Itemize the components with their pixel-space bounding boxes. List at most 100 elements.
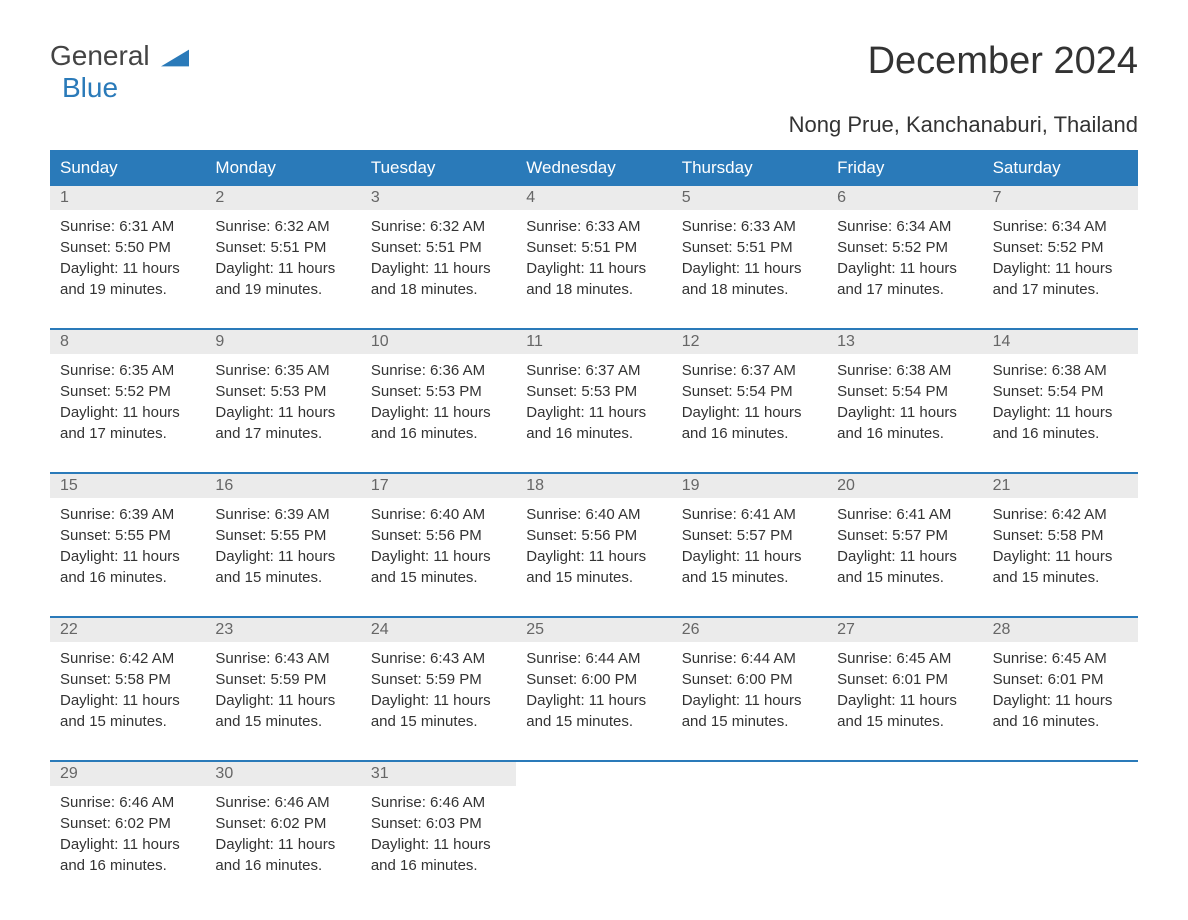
day-sunrise: Sunrise: 6:43 AM bbox=[371, 648, 506, 669]
day-number: 13 bbox=[827, 330, 982, 354]
day-sunset: Sunset: 5:57 PM bbox=[837, 525, 972, 546]
day-sunrise: Sunrise: 6:34 AM bbox=[993, 216, 1128, 237]
day-content: Sunrise: 6:33 AMSunset: 5:51 PMDaylight:… bbox=[516, 210, 671, 304]
day-cell: 20Sunrise: 6:41 AMSunset: 5:57 PMDayligh… bbox=[827, 474, 982, 592]
day-daylight2: and 17 minutes. bbox=[215, 423, 350, 444]
day-daylight1: Daylight: 11 hours bbox=[371, 258, 506, 279]
day-cell: 13Sunrise: 6:38 AMSunset: 5:54 PMDayligh… bbox=[827, 330, 982, 448]
day-number: 29 bbox=[50, 762, 205, 786]
day-daylight1: Daylight: 11 hours bbox=[682, 402, 817, 423]
day-number: 3 bbox=[361, 186, 516, 210]
day-daylight2: and 18 minutes. bbox=[371, 279, 506, 300]
day-daylight1: Daylight: 11 hours bbox=[526, 690, 661, 711]
day-number: 20 bbox=[827, 474, 982, 498]
day-sunset: Sunset: 5:59 PM bbox=[215, 669, 350, 690]
day-sunset: Sunset: 6:03 PM bbox=[371, 813, 506, 834]
day-sunset: Sunset: 6:02 PM bbox=[215, 813, 350, 834]
day-cell bbox=[827, 762, 982, 880]
day-daylight2: and 17 minutes. bbox=[993, 279, 1128, 300]
day-header-saturday: Saturday bbox=[983, 152, 1138, 184]
day-cell: 11Sunrise: 6:37 AMSunset: 5:53 PMDayligh… bbox=[516, 330, 671, 448]
weeks-container: 1Sunrise: 6:31 AMSunset: 5:50 PMDaylight… bbox=[50, 184, 1138, 880]
day-daylight1: Daylight: 11 hours bbox=[60, 402, 195, 423]
day-cell: 27Sunrise: 6:45 AMSunset: 6:01 PMDayligh… bbox=[827, 618, 982, 736]
day-content: Sunrise: 6:44 AMSunset: 6:00 PMDaylight:… bbox=[516, 642, 671, 736]
day-header-friday: Friday bbox=[827, 152, 982, 184]
day-content: Sunrise: 6:35 AMSunset: 5:52 PMDaylight:… bbox=[50, 354, 205, 448]
day-content: Sunrise: 6:33 AMSunset: 5:51 PMDaylight:… bbox=[672, 210, 827, 304]
day-sunset: Sunset: 5:51 PM bbox=[215, 237, 350, 258]
day-daylight2: and 16 minutes. bbox=[371, 423, 506, 444]
week-row: 8Sunrise: 6:35 AMSunset: 5:52 PMDaylight… bbox=[50, 328, 1138, 448]
day-cell: 19Sunrise: 6:41 AMSunset: 5:57 PMDayligh… bbox=[672, 474, 827, 592]
day-content: Sunrise: 6:46 AMSunset: 6:03 PMDaylight:… bbox=[361, 786, 516, 880]
day-daylight2: and 15 minutes. bbox=[371, 567, 506, 588]
day-daylight1: Daylight: 11 hours bbox=[60, 546, 195, 567]
day-cell: 15Sunrise: 6:39 AMSunset: 5:55 PMDayligh… bbox=[50, 474, 205, 592]
day-cell: 9Sunrise: 6:35 AMSunset: 5:53 PMDaylight… bbox=[205, 330, 360, 448]
day-sunrise: Sunrise: 6:46 AM bbox=[371, 792, 506, 813]
day-number: 12 bbox=[672, 330, 827, 354]
day-cell bbox=[983, 762, 1138, 880]
day-number: 26 bbox=[672, 618, 827, 642]
day-content: Sunrise: 6:39 AMSunset: 5:55 PMDaylight:… bbox=[205, 498, 360, 592]
day-daylight1: Daylight: 11 hours bbox=[60, 690, 195, 711]
day-sunset: Sunset: 5:51 PM bbox=[526, 237, 661, 258]
day-cell: 21Sunrise: 6:42 AMSunset: 5:58 PMDayligh… bbox=[983, 474, 1138, 592]
day-sunset: Sunset: 5:56 PM bbox=[371, 525, 506, 546]
day-cell: 4Sunrise: 6:33 AMSunset: 5:51 PMDaylight… bbox=[516, 186, 671, 304]
day-daylight2: and 16 minutes. bbox=[526, 423, 661, 444]
day-sunset: Sunset: 6:00 PM bbox=[682, 669, 817, 690]
day-number: 15 bbox=[50, 474, 205, 498]
day-sunrise: Sunrise: 6:35 AM bbox=[215, 360, 350, 381]
day-content: Sunrise: 6:37 AMSunset: 5:54 PMDaylight:… bbox=[672, 354, 827, 448]
day-daylight2: and 15 minutes. bbox=[215, 711, 350, 732]
day-sunrise: Sunrise: 6:46 AM bbox=[215, 792, 350, 813]
day-daylight2: and 15 minutes. bbox=[215, 567, 350, 588]
day-daylight1: Daylight: 11 hours bbox=[526, 258, 661, 279]
day-sunset: Sunset: 6:00 PM bbox=[526, 669, 661, 690]
day-daylight2: and 15 minutes. bbox=[682, 567, 817, 588]
day-daylight1: Daylight: 11 hours bbox=[682, 690, 817, 711]
day-sunrise: Sunrise: 6:41 AM bbox=[682, 504, 817, 525]
day-cell: 10Sunrise: 6:36 AMSunset: 5:53 PMDayligh… bbox=[361, 330, 516, 448]
day-number: 30 bbox=[205, 762, 360, 786]
day-content: Sunrise: 6:45 AMSunset: 6:01 PMDaylight:… bbox=[827, 642, 982, 736]
header-row: General Blue December 2024 bbox=[50, 40, 1138, 104]
day-sunset: Sunset: 6:01 PM bbox=[993, 669, 1128, 690]
day-daylight1: Daylight: 11 hours bbox=[837, 402, 972, 423]
day-cell: 25Sunrise: 6:44 AMSunset: 6:00 PMDayligh… bbox=[516, 618, 671, 736]
day-daylight2: and 16 minutes. bbox=[993, 423, 1128, 444]
day-sunrise: Sunrise: 6:36 AM bbox=[371, 360, 506, 381]
day-content: Sunrise: 6:32 AMSunset: 5:51 PMDaylight:… bbox=[205, 210, 360, 304]
day-sunset: Sunset: 5:51 PM bbox=[371, 237, 506, 258]
day-sunrise: Sunrise: 6:40 AM bbox=[371, 504, 506, 525]
day-sunrise: Sunrise: 6:43 AM bbox=[215, 648, 350, 669]
day-content: Sunrise: 6:41 AMSunset: 5:57 PMDaylight:… bbox=[827, 498, 982, 592]
day-daylight2: and 16 minutes. bbox=[837, 423, 972, 444]
day-daylight2: and 15 minutes. bbox=[526, 711, 661, 732]
day-daylight1: Daylight: 11 hours bbox=[837, 690, 972, 711]
day-sunrise: Sunrise: 6:46 AM bbox=[60, 792, 195, 813]
day-daylight2: and 15 minutes. bbox=[526, 567, 661, 588]
day-content: Sunrise: 6:32 AMSunset: 5:51 PMDaylight:… bbox=[361, 210, 516, 304]
day-cell: 6Sunrise: 6:34 AMSunset: 5:52 PMDaylight… bbox=[827, 186, 982, 304]
day-daylight2: and 15 minutes. bbox=[371, 711, 506, 732]
day-daylight1: Daylight: 11 hours bbox=[837, 258, 972, 279]
day-cell: 17Sunrise: 6:40 AMSunset: 5:56 PMDayligh… bbox=[361, 474, 516, 592]
day-header-wednesday: Wednesday bbox=[516, 152, 671, 184]
day-cell: 26Sunrise: 6:44 AMSunset: 6:00 PMDayligh… bbox=[672, 618, 827, 736]
day-number: 9 bbox=[205, 330, 360, 354]
day-number: 31 bbox=[361, 762, 516, 786]
day-daylight1: Daylight: 11 hours bbox=[993, 690, 1128, 711]
week-row: 22Sunrise: 6:42 AMSunset: 5:58 PMDayligh… bbox=[50, 616, 1138, 736]
day-cell: 29Sunrise: 6:46 AMSunset: 6:02 PMDayligh… bbox=[50, 762, 205, 880]
day-sunset: Sunset: 5:52 PM bbox=[60, 381, 195, 402]
week-row: 1Sunrise: 6:31 AMSunset: 5:50 PMDaylight… bbox=[50, 184, 1138, 304]
day-cell: 31Sunrise: 6:46 AMSunset: 6:03 PMDayligh… bbox=[361, 762, 516, 880]
day-sunset: Sunset: 5:53 PM bbox=[371, 381, 506, 402]
day-sunset: Sunset: 5:54 PM bbox=[993, 381, 1128, 402]
logo-triangle-icon bbox=[161, 49, 189, 67]
day-content: Sunrise: 6:46 AMSunset: 6:02 PMDaylight:… bbox=[50, 786, 205, 880]
day-sunset: Sunset: 5:54 PM bbox=[682, 381, 817, 402]
